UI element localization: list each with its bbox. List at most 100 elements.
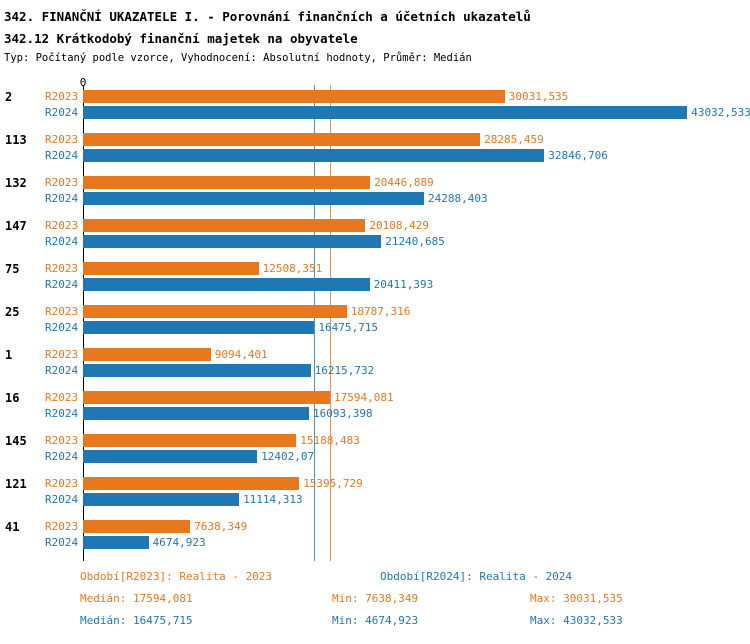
bar-row: 2 R2023 30031,535	[0, 90, 750, 104]
series-label: R2023	[45, 520, 79, 533]
bar-row: 132 R2023 20446,889	[0, 175, 750, 190]
bar-value-label: 12402,07	[261, 450, 315, 463]
bar-value-label: 7638,349	[194, 520, 248, 533]
bar-row: 113 R2023 28285,459	[0, 132, 750, 147]
category-label: 41	[5, 519, 20, 534]
bar-row: 147 R2023 20108,429	[0, 219, 750, 233]
category-block: 75 R2023 12508,351 R2024 20411,393	[0, 262, 750, 291]
bar-row: R2024 21240,685	[0, 235, 750, 248]
bar-row: R2024 32846,706	[0, 149, 750, 162]
category-label: 132	[5, 175, 27, 190]
bar-row: 1 R2023 9094,401	[0, 347, 750, 362]
series-label: R2024	[45, 493, 79, 506]
bar-track: 32846,706	[83, 149, 750, 162]
category-label: 145	[5, 433, 27, 448]
bar-value-label: 12508,351	[262, 262, 323, 275]
bar-track: 30031,535	[83, 90, 750, 103]
series-label: R2024	[45, 278, 79, 291]
bar-value-label: 15188,483	[300, 434, 360, 447]
bar-value-label: 16093,398	[312, 407, 373, 420]
series-label: R2024	[45, 450, 79, 463]
category-block: 41 R2023 7638,349 R2024 4674,923	[0, 520, 750, 549]
series-label: R2024	[45, 149, 79, 162]
bar	[83, 348, 211, 361]
bar-value-label: 32846,706	[548, 149, 608, 162]
plot-area: 2 R2023 30031,535 R2024 43032,533 113 R2023 282…	[0, 85, 750, 561]
series-label: R2023	[45, 262, 79, 275]
legend-period-r2024: Období[R2024]: Realita - 2024	[380, 569, 573, 583]
bar-track: 11114,313	[83, 493, 750, 506]
series-label: R2024	[45, 321, 79, 334]
bar-value-label: 16475,715	[318, 321, 378, 334]
bar-value-label: 24288,403	[428, 192, 488, 205]
bar-track: 43032,533	[83, 106, 750, 119]
bar-track: 21240,685	[83, 235, 750, 248]
bar-row: 145 R2023 15188,483	[0, 433, 750, 448]
bar-track: 17594,081	[83, 391, 750, 404]
chart-footer: Období[R2023]: Realita - 2023 Období[R20…	[0, 565, 750, 631]
bar-row: 25 R2023 18787,316	[0, 304, 750, 319]
bar-track: 20108,429	[83, 219, 750, 232]
series-label: R2023	[45, 90, 79, 103]
series-label: R2023	[45, 176, 79, 189]
bar-value-label: 43032,533	[691, 106, 750, 119]
category-label: 16	[5, 390, 20, 405]
bar-track: 15188,483	[83, 434, 750, 447]
stat-median-r2023: Medián: 17594,081	[80, 591, 193, 605]
series-label: R2024	[45, 407, 79, 420]
series-label: R2024	[45, 192, 79, 205]
chart-header: 342. FINANČNÍ UKAZATELE I. - Porovnání f…	[0, 0, 750, 66]
bar-row: R2024 12402,07	[0, 450, 750, 463]
stat-min-r2023: Min: 7638,349	[332, 591, 419, 605]
category-label: 113	[5, 132, 27, 147]
bar-value-label: 30031,535	[508, 90, 569, 103]
stat-median-r2024: Medián: 16475,715	[80, 613, 193, 627]
stat-max-r2023: Max: 30031,535	[530, 591, 623, 605]
category-block: 113 R2023 28285,459 R2024 32846,706	[0, 133, 750, 162]
category-block: 145 R2023 15188,483 R2024 12402,07	[0, 434, 750, 463]
bar	[83, 235, 382, 248]
legend-periods: Období[R2023]: Realita - 2023 Období[R20…	[0, 565, 750, 587]
bar-row: R2024 43032,533	[0, 106, 750, 119]
bar-chart: 0 2 R2023 30031,535 R2024 43032,533 113 R2023 2…	[0, 74, 750, 561]
bar	[83, 149, 545, 162]
bar-track: 24288,403	[83, 192, 750, 205]
bar	[83, 536, 149, 549]
bar	[83, 321, 315, 334]
series-label: R2024	[45, 536, 79, 549]
bar	[83, 434, 297, 447]
bar-value-label: 18787,316	[350, 305, 411, 318]
bar-row: R2024 16215,732	[0, 364, 750, 377]
bar	[83, 450, 258, 463]
bar-track: 12402,07	[83, 450, 750, 463]
bar	[83, 520, 191, 533]
bar-track: 16215,732	[83, 364, 750, 377]
category-block: 2 R2023 30031,535 R2024 43032,533	[0, 90, 750, 119]
bar-value-label: 11114,313	[243, 493, 303, 506]
series-label: R2023	[45, 348, 79, 361]
chart-rows: 2 R2023 30031,535 R2024 43032,533 113 R2023 282…	[0, 90, 750, 549]
bar	[83, 364, 311, 377]
chart-title-line1: 342. FINANČNÍ UKAZATELE I. - Porovnání f…	[4, 9, 531, 24]
series-label: R2024	[45, 364, 79, 377]
bar-row: R2024 16093,398	[0, 407, 750, 420]
category-block: 147 R2023 20108,429 R2024 21240,685	[0, 219, 750, 248]
chart-title-line2: 342.12 Krátkodobý finanční majetek na ob…	[4, 31, 358, 46]
series-label: R2023	[45, 219, 79, 232]
bar	[83, 176, 371, 189]
bar-value-label: 16215,732	[314, 364, 375, 377]
bar-value-label: 9094,401	[214, 348, 268, 361]
bar-value-label: 21240,685	[385, 235, 445, 248]
category-label: 25	[5, 304, 20, 319]
bar-track: 18787,316	[83, 305, 750, 318]
bar-value-label: 20108,429	[369, 219, 429, 232]
category-label: 1	[5, 347, 13, 362]
series-label: R2023	[45, 434, 79, 447]
bar-track: 4674,923	[83, 536, 750, 549]
category-block: 121 R2023 15395,729 R2024 11114,313	[0, 477, 750, 506]
bar-row: R2024 4674,923	[0, 536, 750, 549]
bar-value-label: 20446,889	[374, 176, 434, 189]
category-block: 16 R2023 17594,081 R2024 16093,398	[0, 391, 750, 420]
bar-row: 75 R2023 12508,351	[0, 262, 750, 276]
bar-value-label: 15395,729	[303, 477, 363, 490]
